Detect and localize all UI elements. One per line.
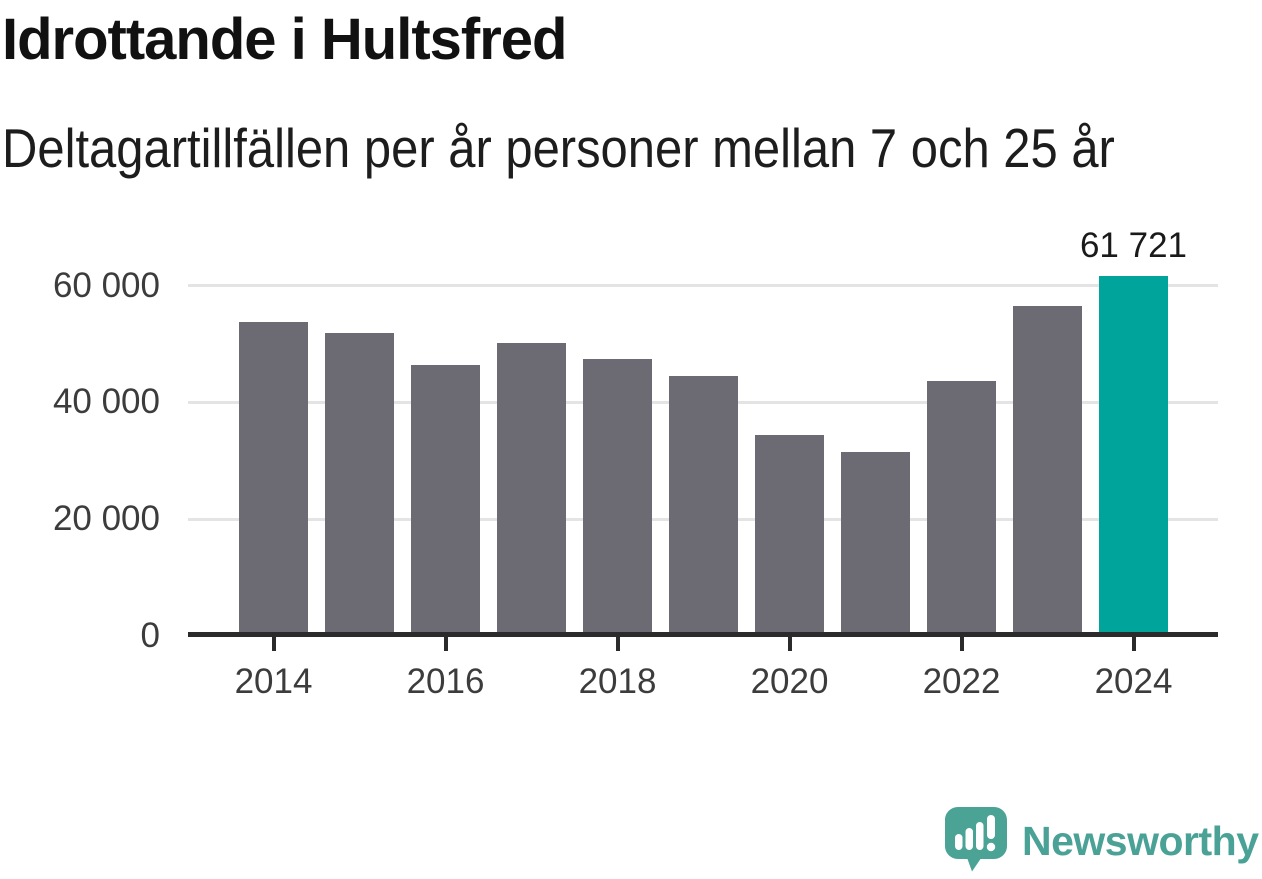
x-axis-tick: [615, 636, 620, 651]
bar: [583, 358, 652, 636]
y-axis-label: 40 000: [52, 382, 160, 422]
brand-name: Newsworthy: [1022, 818, 1259, 864]
y-axis-label: 60 000: [52, 265, 160, 305]
x-axis-label: 2020: [750, 662, 829, 701]
x-axis-label: 2016: [406, 662, 485, 701]
bar: [1013, 306, 1082, 636]
bar-value-label: 61 721: [1079, 225, 1188, 265]
y-axis-label: 20 000: [52, 499, 160, 539]
chart-title: Idrottande i Hultsfred: [2, 7, 567, 72]
x-axis-line: [188, 632, 1218, 637]
x-axis-tick: [959, 636, 964, 651]
bar: [841, 452, 910, 636]
bar: [497, 343, 566, 636]
bar: [755, 434, 824, 636]
x-axis-tick: [1131, 636, 1136, 651]
x-axis-label: 2024: [1094, 662, 1173, 701]
bar-highlighted: [1099, 275, 1168, 636]
bar: [927, 381, 996, 636]
x-axis-tick: [271, 636, 276, 651]
x-axis-label: 2022: [922, 662, 1001, 701]
bar: [239, 322, 308, 636]
newsworthy-logo-icon: [945, 807, 1007, 872]
x-axis-tick: [443, 636, 448, 651]
chart-subtitle: Deltagartillfällen per år personer mella…: [2, 117, 1115, 179]
y-axis-label: 0: [140, 616, 160, 655]
bar: [669, 376, 738, 636]
x-axis-tick: [787, 636, 792, 651]
bar: [411, 365, 480, 636]
x-axis-label: 2014: [234, 662, 313, 701]
brand-footer: Newsworthy: [944, 806, 1259, 874]
bar: [325, 333, 394, 636]
y-gridline: [188, 284, 1218, 288]
x-axis-label: 2018: [578, 662, 657, 701]
